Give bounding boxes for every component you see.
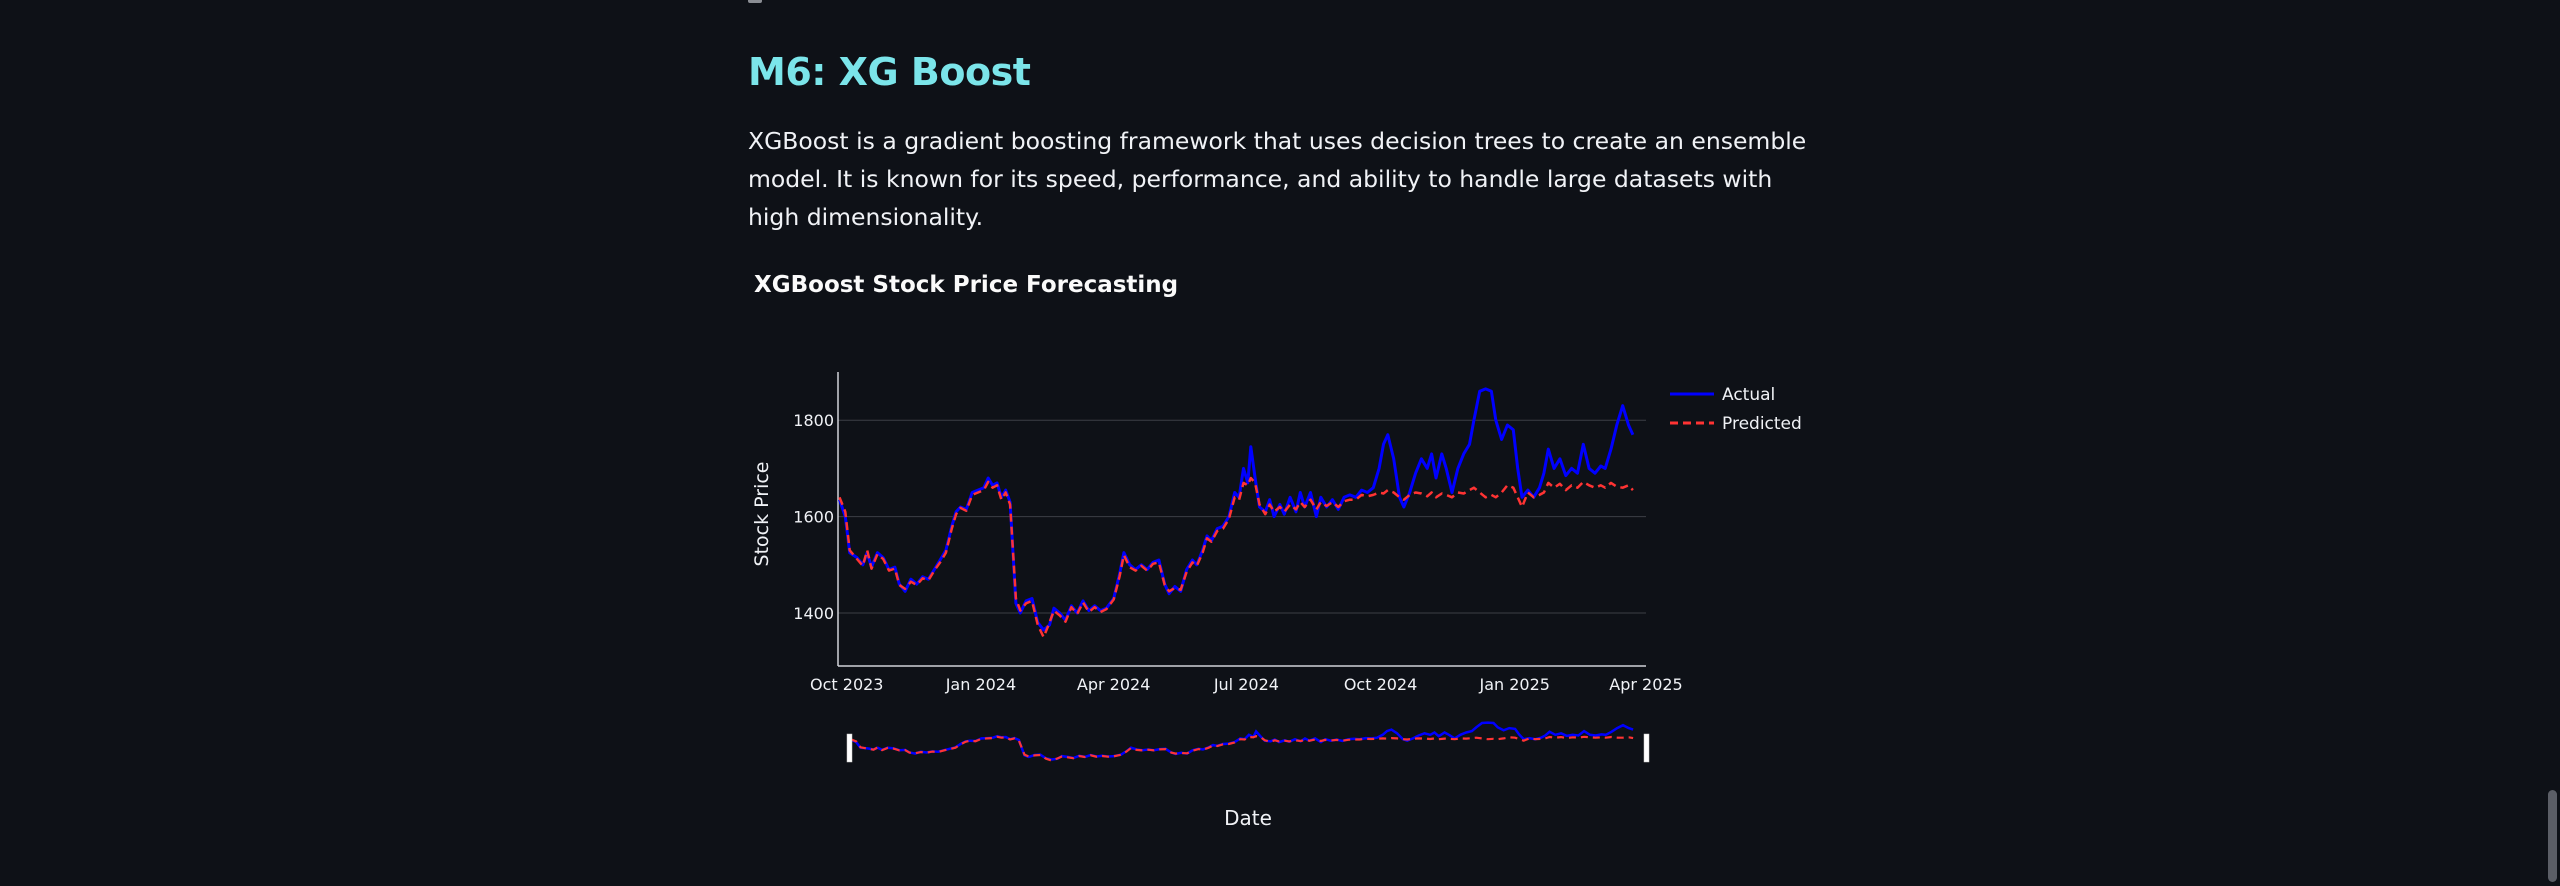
legend[interactable]: Actual Predicted (1670, 385, 1802, 434)
slider-series-predicted (850, 735, 1634, 762)
slider-series-actual (849, 721, 1634, 761)
y-axis-label: Stock Price (751, 462, 773, 567)
legend-label: Predicted (1722, 414, 1802, 434)
range-slider[interactable] (846, 721, 1650, 763)
series-line-predicted[interactable] (838, 476, 1634, 639)
x-tick-label: Apr 2025 (1609, 675, 1682, 694)
y-tick-label: 1400 (793, 604, 834, 623)
x-tick-label: Jan 2024 (945, 675, 1016, 694)
chart-title: XGBoost Stock Price Forecasting (754, 272, 1179, 298)
x-tick-label: Oct 2024 (1344, 675, 1417, 694)
scrollbar-thumb[interactable] (2548, 790, 2557, 882)
slider-handle-left[interactable] (846, 733, 853, 763)
axis-layer: 1400 1600 1800 Oct 2023 Jan 2024 Apr 2024 Jul … (793, 372, 1683, 694)
legend-item-predicted[interactable]: Predicted (1670, 414, 1802, 434)
legend-label: Actual (1722, 385, 1775, 405)
grid-layer (838, 419, 1646, 614)
x-axis-label: Date (1224, 806, 1272, 830)
previous-content-edge (748, 0, 762, 3)
section-title: M6: XG Boost (748, 50, 1031, 94)
page-scrollbar[interactable] (2544, 0, 2560, 886)
series-line-actual[interactable] (838, 387, 1635, 632)
series-layer (838, 387, 1635, 639)
slider-handle-right[interactable] (1643, 733, 1650, 763)
x-tick-label: Jul 2024 (1213, 675, 1279, 694)
y-tick-label: 1600 (793, 508, 834, 527)
section-description: XGBoost is a gradient boosting framework… (748, 127, 1807, 231)
x-tick-label: Jan 2025 (1479, 675, 1550, 694)
x-tick-label: Oct 2023 (810, 675, 883, 694)
y-tick-label: 1800 (793, 411, 834, 430)
x-tick-label: Apr 2024 (1077, 675, 1150, 694)
legend-item-actual[interactable]: Actual (1670, 385, 1775, 405)
